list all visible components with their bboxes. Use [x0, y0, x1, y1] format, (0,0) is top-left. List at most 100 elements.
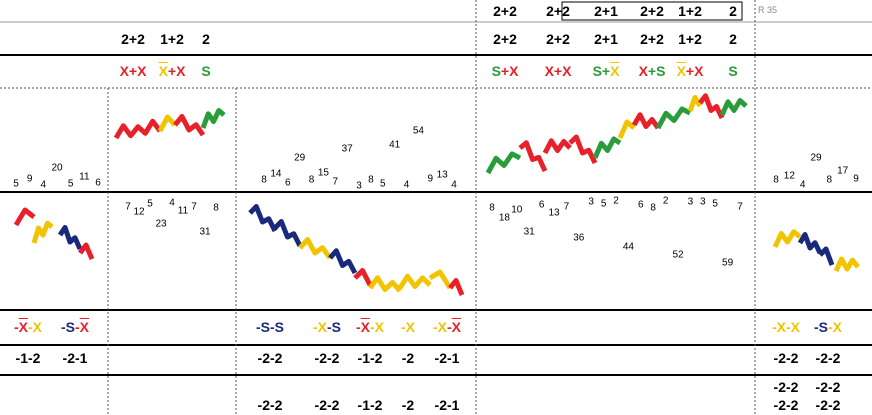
- score-label: -1-2: [15, 350, 41, 366]
- score-label: -2-1: [434, 397, 460, 413]
- label-part: -X: [401, 319, 415, 335]
- count-label: 3: [700, 196, 706, 208]
- count-label: 8: [308, 174, 315, 186]
- label-part: -X: [370, 319, 385, 335]
- count-label: 20: [51, 162, 63, 174]
- label-part: X: [676, 63, 686, 79]
- label-part: X: [79, 319, 90, 335]
- count-label: 5: [67, 178, 74, 190]
- label-part: X+X: [544, 63, 572, 79]
- header-label: 2: [729, 31, 737, 47]
- score-label: -2-2: [815, 379, 841, 395]
- label-part: -S: [327, 319, 341, 335]
- label-part: X: [158, 63, 168, 79]
- selection-box: [561, 1, 743, 21]
- header-label: 2+1: [594, 31, 618, 47]
- top-label: 2+2: [493, 3, 517, 19]
- trend-stroke: [298, 237, 333, 260]
- label-part: -S: [814, 319, 828, 335]
- row-marker: R 35: [758, 5, 778, 15]
- score-label: -2: [401, 397, 415, 413]
- count-label: 54: [412, 125, 424, 137]
- count-label: 2: [613, 195, 619, 207]
- count-label: 7: [125, 201, 131, 213]
- trend-stroke: [248, 204, 278, 233]
- trend-stroke: [113, 118, 163, 140]
- count-label: 13: [436, 169, 448, 181]
- label-part: S: [491, 63, 501, 79]
- trend-stroke: [428, 269, 453, 290]
- score-label: -1-2: [357, 350, 383, 366]
- count-label: 6: [284, 177, 291, 189]
- pattern-label: -X-X: [433, 319, 461, 335]
- pattern-label: -X: [401, 319, 415, 335]
- count-label: 13: [548, 207, 560, 219]
- score-label: -2-2: [257, 350, 283, 366]
- top-label: 2+2: [640, 3, 664, 19]
- pattern-label: X+X: [677, 63, 704, 79]
- trend-stroke: [631, 112, 661, 130]
- score-label: -2-2: [773, 379, 799, 395]
- label-part: +X: [685, 63, 704, 79]
- trend-stroke: [200, 108, 226, 129]
- label-part: X: [360, 319, 371, 335]
- label-part: -: [13, 319, 19, 335]
- trend-stroke: [719, 98, 748, 117]
- count-label: 23: [155, 218, 167, 230]
- trend-stroke: [173, 114, 206, 137]
- label-part: -: [355, 319, 361, 335]
- count-label: 6: [538, 199, 545, 211]
- score-label: -2: [401, 350, 415, 366]
- count-label: 36: [573, 232, 585, 244]
- count-label: 17: [837, 165, 849, 177]
- label-part: -X-X: [772, 319, 800, 335]
- label-part: X: [451, 319, 462, 335]
- label-part: -: [446, 319, 452, 335]
- top-label: 1+2: [678, 3, 702, 19]
- trend-stroke: [157, 114, 177, 133]
- count-label: 14: [270, 168, 282, 180]
- label-part: -X: [432, 319, 447, 335]
- trend-stroke: [328, 248, 358, 275]
- count-label: 8: [650, 202, 656, 214]
- label-part: -S-S: [256, 319, 284, 335]
- label-part: X: [610, 63, 620, 79]
- count-label: 31: [199, 226, 211, 238]
- trend-stroke: [518, 140, 548, 173]
- pattern-label: X+S: [639, 63, 666, 79]
- trend-stroke: [592, 136, 622, 159]
- trend-stroke: [13, 207, 36, 227]
- trend-stroke: [367, 275, 402, 293]
- pattern-label: X+X: [159, 63, 186, 79]
- count-label: 5: [379, 178, 386, 190]
- top-label: 2: [729, 3, 737, 19]
- pattern-label: S+X: [593, 63, 620, 79]
- trend-stroke: [273, 219, 303, 248]
- trend-stroke: [655, 106, 692, 130]
- score-label: -2-2: [314, 397, 340, 413]
- label-part: +X: [500, 63, 519, 79]
- count-label: 5: [13, 178, 19, 190]
- count-label: 3: [588, 196, 594, 208]
- count-label: 11: [79, 171, 90, 183]
- pattern-label: S+X: [492, 63, 519, 79]
- trend-stroke: [797, 232, 823, 255]
- count-label: 5: [147, 198, 153, 210]
- pattern-label: -X-X: [14, 319, 42, 335]
- header-label: 1+2: [678, 31, 702, 47]
- count-label: 9: [26, 173, 33, 185]
- pattern-label: X+X: [120, 63, 147, 79]
- trend-stroke: [57, 225, 83, 251]
- count-label: 3: [356, 180, 362, 192]
- score-label: -2-1: [62, 350, 88, 366]
- count-label: 9: [853, 173, 859, 185]
- label-part: -X: [28, 319, 43, 335]
- score-label: -2-2: [257, 397, 283, 413]
- header-label: 2+2: [121, 31, 145, 47]
- pattern-label: -X-X: [356, 319, 384, 335]
- count-label: 8: [261, 174, 267, 186]
- label-part: +X: [167, 63, 186, 79]
- score-label: -2-2: [773, 397, 799, 413]
- score-label: -1-2: [357, 397, 383, 413]
